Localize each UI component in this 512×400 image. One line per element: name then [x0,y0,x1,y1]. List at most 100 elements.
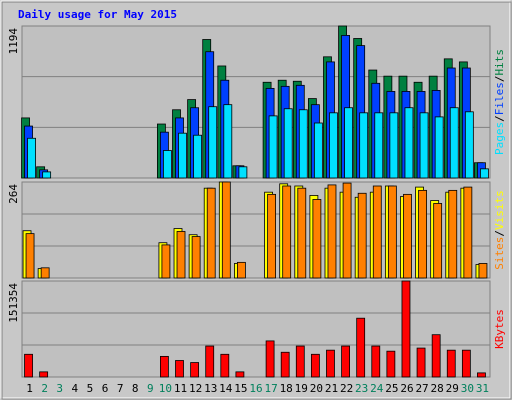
x-tick-label: 12 [189,382,202,395]
plot-area [21,280,491,378]
bar [416,347,426,378]
bar [326,349,335,378]
bar [280,351,290,378]
bar [282,185,292,279]
bar [238,166,248,179]
bar [344,107,353,179]
bar [40,267,50,279]
bar [237,261,246,279]
bar [359,112,369,179]
bar [480,168,489,179]
bar [160,355,169,378]
y-tick-label: 264 [7,184,20,204]
x-tick-label: 23 [355,382,368,395]
x-tick-label: 17 [264,382,277,395]
bar [310,353,320,378]
bar [176,231,186,279]
x-tick-label: 6 [102,382,109,395]
x-tick-label: 18 [280,382,293,395]
bar [357,192,367,279]
x-tick-label: 25 [385,382,398,395]
bar [208,106,218,179]
bar [190,362,200,378]
bar [312,199,322,279]
bar [223,104,233,179]
bar [265,340,275,378]
x-tick-label: 20 [310,382,323,395]
x-tick-label: 11 [174,382,187,395]
bar [464,111,474,179]
x-tick-label: 13 [204,382,217,395]
bar [175,360,184,378]
x-tick-label: 16 [249,382,262,395]
x-tick-label: 30 [461,382,474,395]
bar [191,236,201,279]
bar [42,171,52,179]
bar [161,244,171,279]
bar [329,112,338,179]
x-tick-label: 22 [340,382,353,395]
bar [178,132,187,179]
x-tick-label: 26 [400,382,413,395]
bar [372,185,382,279]
legend-entry: Sites [493,237,506,270]
legend-entry: Hits [493,49,506,76]
legend: Pages/Files/Hits [493,49,506,155]
x-tick-label: 8 [132,382,139,395]
x-tick-label: 29 [446,382,459,395]
bar [448,189,458,279]
bar [477,372,486,378]
bar [27,137,36,179]
bar [341,345,350,378]
bar [298,109,308,179]
x-tick-label: 24 [370,382,384,395]
bar [205,345,215,378]
bar [433,203,443,279]
x-tick-label: 15 [234,382,247,395]
bar [461,349,471,378]
bar [356,317,366,378]
bar [313,122,323,179]
bar [371,345,381,378]
bar [374,112,384,179]
bar [449,107,459,179]
x-tick-label: 14 [219,382,233,395]
bar [39,371,49,378]
bar [434,116,444,179]
bar [418,189,427,279]
bar [419,112,429,179]
bar [389,112,399,179]
x-tick-label: 27 [415,382,428,395]
bar [268,115,278,179]
x-tick-label: 4 [72,382,79,395]
legend-separator: / [493,230,506,237]
bar [386,350,396,378]
x-tick-label: 9 [147,382,154,395]
bar [283,108,293,179]
bar [404,107,414,179]
x-tick-label: 2 [41,382,48,395]
chart-title: Daily usage for May 2015 [18,8,177,21]
bar [342,182,352,279]
legend: Sites/Visits [493,190,506,270]
x-tick-label: 21 [325,382,338,395]
bar [267,193,276,279]
x-tick-label: 7 [117,382,124,395]
bar [220,353,230,378]
bar [431,334,441,378]
bar [235,371,245,378]
bar [25,233,35,279]
bar [446,349,456,378]
legend-separator: / [493,76,506,83]
legend-entry: Pages [493,122,506,155]
legend: KBytes [493,309,506,349]
x-tick-label: 19 [295,382,308,395]
bar [206,187,216,279]
x-tick-label: 28 [431,382,444,395]
bar [193,134,203,179]
legend-entry: Files [493,82,506,115]
legend-separator: / [493,115,506,122]
